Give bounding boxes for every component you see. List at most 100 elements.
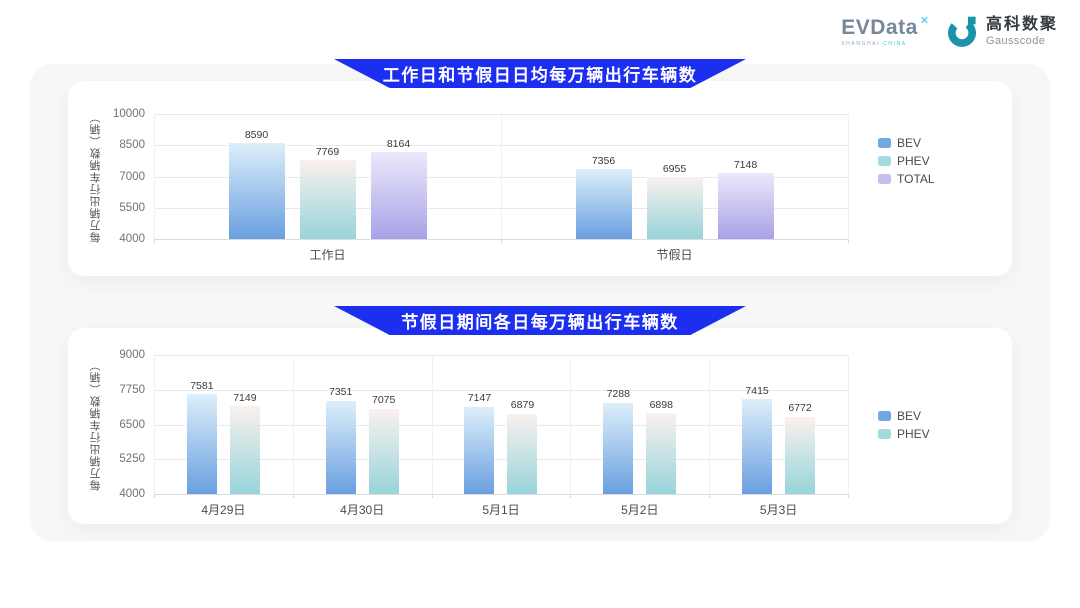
y-tick-label: 8500 — [119, 139, 145, 152]
category-split-line — [848, 114, 849, 239]
legend-label: PHEV — [897, 153, 930, 168]
bar-phev[interactable] — [785, 416, 816, 494]
gridline — [154, 355, 848, 356]
bar-value-label: 7769 — [315, 145, 340, 158]
bar-column: 7149 — [229, 391, 260, 494]
y-tick-label: 9000 — [119, 349, 145, 361]
y-axis-ticks: 4000 5250 6500 7750 9000 — [108, 349, 154, 500]
x-axis-tick — [431, 494, 433, 498]
x-axis-tick — [501, 239, 502, 243]
legend-swatch-phev — [878, 155, 891, 166]
legend-item-bev[interactable]: BEV — [878, 136, 998, 150]
bar-chart-workday-holiday: 每万辆出行车辆数（辆） 4000 5500 7000 8500 10000 8590 7769… — [68, 81, 1012, 276]
bar-value-label: 7415 — [745, 384, 769, 397]
bar-column: 7147 — [464, 393, 495, 494]
legend-label: TOTAL — [897, 171, 935, 186]
bar-column: 6879 — [507, 400, 538, 494]
bar-bev[interactable] — [186, 394, 217, 494]
header: EVData ✕ SHANGHAI CHINA 高科数聚 Gausscode — [0, 0, 1080, 64]
bar-value-label: 7149 — [233, 391, 257, 404]
x-axis-tick — [292, 494, 294, 498]
chart-title-2: 节假日期间各日每万辆出行车辆数 — [401, 313, 679, 332]
y-tick-label: 6500 — [119, 418, 145, 431]
bar-value-label: 6955 — [662, 162, 687, 175]
legend-item-total[interactable]: TOTAL — [878, 172, 998, 186]
gausscode-text: 高科数聚 Gausscode — [986, 16, 1058, 47]
plot-and-categories: 4000 5500 7000 8500 10000 8590 7769 8164 7356 695… — [108, 108, 849, 263]
category-split-line — [154, 114, 155, 239]
bar-value-label: 8164 — [386, 137, 411, 150]
x-axis-tick — [570, 494, 572, 498]
dashboard-panel: 工作日和节假日日均每万辆出行车辆数 每万辆出行车辆数（辆） 4000 5500 700… — [30, 59, 1050, 541]
category-split-line — [848, 355, 849, 494]
bar-bev[interactable] — [742, 399, 773, 494]
bar-phev[interactable] — [229, 406, 260, 494]
bar-phev[interactable] — [368, 408, 399, 494]
y-tick-label: 4000 — [119, 233, 145, 245]
x-category-label: 4月30日 — [340, 503, 385, 517]
legend-item-bev[interactable]: BEV — [878, 409, 998, 423]
legend-item-phev[interactable]: PHEV — [878, 154, 998, 168]
bar-column: 6955 — [646, 162, 703, 239]
gausscode-en: Gausscode — [985, 34, 1046, 47]
bar-phev[interactable] — [646, 413, 677, 494]
bar-value-label: 8590 — [244, 128, 269, 141]
plot-row: 4000 5500 7000 8500 10000 8590 7769 8164 7356 695… — [108, 108, 849, 245]
bar-column: 7769 — [299, 145, 356, 239]
bar-group: 7147 6879 — [464, 393, 538, 494]
gausscode-g-icon — [947, 16, 977, 47]
x-axis-labels: 4月29日 4月30日 5月1日 5月2日 5月3日 — [154, 501, 848, 518]
bar-phev[interactable] — [299, 160, 356, 239]
bar-column: 7415 — [742, 384, 773, 494]
evdata-x-icon: ✕ — [919, 15, 929, 27]
x-category-label: 节假日 — [656, 248, 693, 262]
bar-value-label: 6772 — [788, 402, 812, 415]
y-tick-label: 10000 — [113, 108, 145, 120]
bar-bev[interactable] — [228, 143, 285, 239]
evdata-sub-shanghai: SHANGHAI — [841, 41, 881, 47]
chart-title-banner-2: 节假日期间各日每万辆出行车辆数 — [334, 306, 746, 335]
bar-column: 7288 — [603, 389, 634, 494]
chart-card-2: 每万辆出行车辆数（辆） 4000 5250 6500 7750 9000 7581 7149 7… — [68, 328, 1012, 524]
x-axis-tick — [848, 494, 849, 498]
bar-column: 7351 — [325, 387, 356, 494]
category-split-line — [709, 355, 711, 494]
x-category-label: 5月2日 — [621, 503, 659, 517]
bar-bev[interactable] — [325, 400, 356, 494]
bar-group: 7356 6955 7148 — [575, 154, 774, 239]
bar-bev[interactable] — [464, 406, 495, 494]
gridline — [154, 389, 848, 391]
plot-area: 8590 7769 8164 7356 6955 7148 — [154, 114, 849, 243]
chart-card-1: 每万辆出行车辆数（辆） 4000 5500 7000 8500 10000 8590 7769… — [68, 81, 1012, 276]
category-split-line — [154, 355, 155, 494]
x-axis-tick — [848, 239, 849, 243]
bar-bev[interactable] — [575, 169, 632, 239]
x-category-label: 5月1日 — [482, 503, 520, 517]
bar-value-label: 7148 — [733, 158, 758, 171]
legend-item-phev[interactable]: PHEV — [878, 427, 998, 441]
bar-column: 6898 — [646, 400, 677, 494]
bar-total[interactable] — [370, 152, 427, 239]
gridline — [154, 424, 848, 426]
bar-bev[interactable] — [603, 402, 634, 494]
y-tick-label: 4000 — [119, 488, 145, 500]
evdata-logo-text: EVData — [841, 16, 918, 39]
chart-body: 每万辆出行车辆数（辆） 4000 5250 6500 7750 9000 7581 7149 7… — [84, 349, 998, 518]
category-split-line — [292, 355, 294, 494]
bar-column: 7356 — [575, 154, 632, 239]
gausscode-cn: 高科数聚 — [985, 16, 1058, 34]
section-workday-holiday: 工作日和节假日日均每万辆出行车辆数 每万辆出行车辆数（辆） 4000 5500 700… — [68, 59, 1012, 276]
gridline — [154, 459, 848, 461]
bar-value-label: 7581 — [190, 379, 214, 392]
y-tick-label: 7750 — [119, 383, 145, 396]
bar-column: 6772 — [785, 402, 816, 494]
plot-area: 7581 7149 7351 7075 7147 6879 7288 6898 7415 6772 — [154, 355, 849, 498]
bar-phev[interactable] — [646, 177, 703, 239]
bar-phev[interactable] — [507, 413, 538, 494]
x-category-label: 工作日 — [309, 248, 346, 262]
y-axis-title: 每万辆出行车辆数（辆） — [90, 358, 102, 491]
bar-value-label: 7356 — [591, 154, 616, 167]
category-split-line — [570, 355, 572, 494]
bar-total[interactable] — [717, 173, 774, 239]
evdata-logo-main: EVData ✕ — [841, 15, 929, 39]
